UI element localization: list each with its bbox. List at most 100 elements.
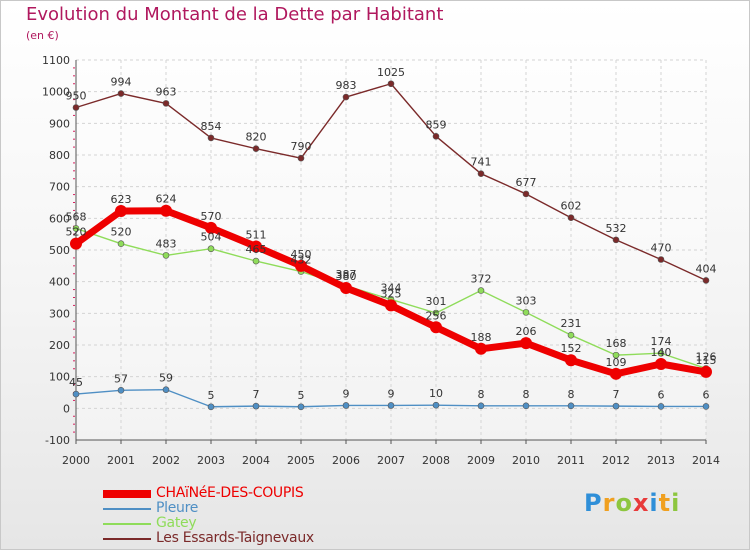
y-tick-label: 500 xyxy=(49,244,70,257)
data-label: 820 xyxy=(246,131,267,144)
data-label: 231 xyxy=(561,317,582,330)
data-label: 206 xyxy=(516,325,537,338)
data-label: 532 xyxy=(606,222,627,235)
y-tick-label: 1000 xyxy=(42,86,70,99)
x-tick-label: 2001 xyxy=(107,454,135,467)
data-label: 859 xyxy=(426,118,447,131)
legend-swatch xyxy=(103,508,151,510)
data-point xyxy=(297,154,305,162)
data-point xyxy=(702,277,710,284)
data-point xyxy=(342,402,350,409)
data-label: 1025 xyxy=(377,66,405,79)
data-label: 45 xyxy=(69,376,83,389)
data-point xyxy=(612,402,620,410)
data-label: 465 xyxy=(246,243,267,256)
data-point xyxy=(160,204,172,217)
data-label: 380 xyxy=(336,270,357,283)
data-point xyxy=(565,354,577,367)
data-point xyxy=(432,401,440,409)
legend-swatch xyxy=(103,523,151,525)
x-tick-label: 2000 xyxy=(62,454,90,467)
x-tick-label: 2005 xyxy=(287,454,315,467)
data-label: 520 xyxy=(111,226,132,239)
data-label: 57 xyxy=(114,372,128,385)
data-label: 520 xyxy=(66,226,87,239)
data-point xyxy=(117,386,125,394)
data-point xyxy=(72,104,80,111)
y-tick-label: -100 xyxy=(45,434,70,447)
data-point xyxy=(610,367,622,380)
data-label: 568 xyxy=(66,210,87,223)
data-point xyxy=(162,386,170,393)
x-tick-label: 2013 xyxy=(647,454,675,467)
data-label: 8 xyxy=(478,388,485,401)
data-label: 8 xyxy=(523,388,530,401)
data-point xyxy=(117,90,125,97)
y-tick-label: 400 xyxy=(49,276,70,289)
data-point xyxy=(342,93,350,101)
data-point xyxy=(385,299,397,312)
data-point xyxy=(567,214,575,221)
data-label: 790 xyxy=(291,140,312,153)
data-label: 303 xyxy=(516,294,537,307)
data-label: 10 xyxy=(429,387,443,400)
data-point xyxy=(655,358,667,370)
data-label: 677 xyxy=(516,176,537,189)
x-tick-label: 2009 xyxy=(467,454,495,467)
data-point xyxy=(567,402,575,410)
data-point xyxy=(115,205,127,218)
data-point xyxy=(430,321,442,334)
y-tick-label: 100 xyxy=(49,371,70,384)
data-label: 504 xyxy=(201,231,222,244)
legend-label: Gatey xyxy=(156,515,197,531)
data-point xyxy=(702,403,710,410)
data-point xyxy=(522,309,530,316)
proxiti-logo: Proxiti xyxy=(584,489,681,517)
data-point xyxy=(475,342,487,355)
data-label: 256 xyxy=(426,309,447,322)
data-label: 152 xyxy=(561,342,582,355)
data-point xyxy=(700,365,712,378)
data-point xyxy=(657,403,665,410)
data-label: 854 xyxy=(201,120,222,133)
data-label: 511 xyxy=(246,229,267,242)
y-tick-label: 700 xyxy=(49,181,70,194)
data-label: 483 xyxy=(156,237,177,250)
x-tick-label: 2011 xyxy=(557,454,585,467)
data-point xyxy=(657,349,665,357)
data-point xyxy=(207,134,215,142)
x-tick-label: 2012 xyxy=(602,454,630,467)
legend-label: Pleure xyxy=(156,500,199,516)
x-tick-label: 2002 xyxy=(152,454,180,467)
data-label: 7 xyxy=(613,388,620,401)
data-point xyxy=(387,80,395,88)
data-label: 8 xyxy=(568,388,575,401)
data-label: 9 xyxy=(343,387,350,400)
x-tick-label: 2010 xyxy=(512,454,540,467)
y-tick-label: 300 xyxy=(49,307,70,320)
data-point xyxy=(567,331,575,339)
data-label: 7 xyxy=(253,388,260,401)
data-label: 168 xyxy=(606,337,627,350)
data-point xyxy=(387,402,395,409)
data-label: 994 xyxy=(111,76,132,89)
x-tick-label: 2003 xyxy=(197,454,225,467)
y-tick-label: 1100 xyxy=(42,54,70,67)
data-point xyxy=(520,337,532,350)
data-label: 983 xyxy=(336,79,357,92)
data-label: 450 xyxy=(291,248,312,261)
x-tick-label: 2004 xyxy=(242,454,270,467)
data-label: 470 xyxy=(651,242,672,255)
data-label: 741 xyxy=(471,156,492,169)
y-tick-label: 900 xyxy=(49,117,70,130)
data-label: 570 xyxy=(201,210,222,223)
chart-title: Evolution du Montant de la Dette par Hab… xyxy=(26,4,444,25)
data-label: 174 xyxy=(651,335,672,348)
data-point xyxy=(252,257,260,265)
data-label: 59 xyxy=(159,372,173,385)
data-point xyxy=(657,256,665,263)
data-point xyxy=(207,403,215,411)
x-tick-label: 2007 xyxy=(377,454,405,467)
x-tick-label: 2008 xyxy=(422,454,450,467)
data-point xyxy=(432,133,440,140)
